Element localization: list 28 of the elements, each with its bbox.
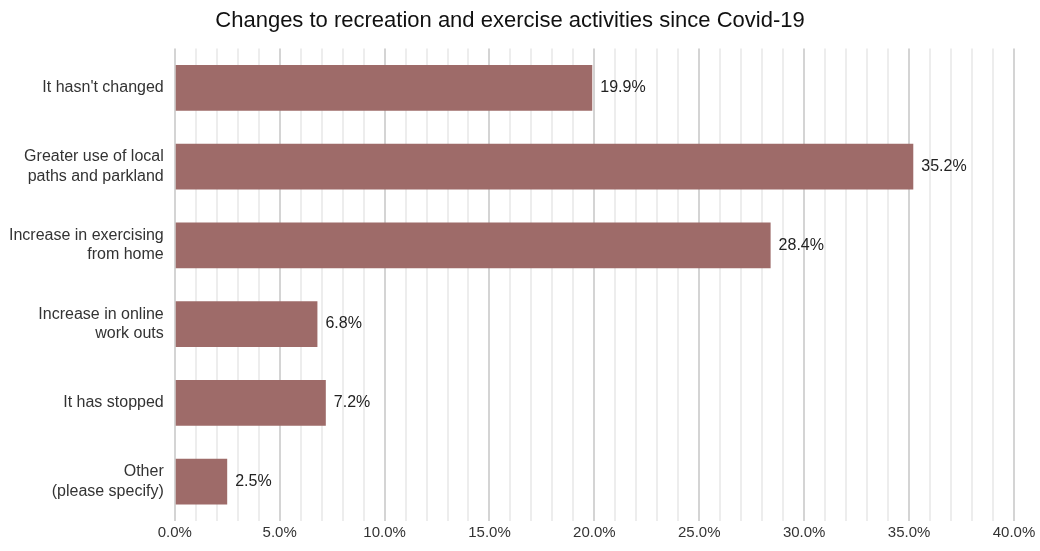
bar	[175, 301, 318, 347]
data-label: 19.9%	[600, 78, 646, 96]
x-tick-label: 40.0%	[992, 523, 1036, 541]
y-tick-label: Increase in online work outs	[38, 304, 164, 342]
y-tick-label: It hasn't changed	[42, 78, 164, 96]
data-label: 7.2%	[333, 393, 371, 411]
bar	[175, 458, 228, 505]
data-label: 28.4%	[778, 235, 824, 253]
x-tick-label: 10.0%	[363, 523, 406, 541]
x-tick-label: 0.0%	[157, 523, 192, 541]
chart-title: Changes to recreation and exercise activities since Covid-19	[215, 7, 805, 33]
y-tick-label: Other (please specify)	[51, 462, 165, 499]
data-label: 2.5%	[235, 472, 272, 490]
y-tick-label: Increase in exercising from home	[8, 226, 164, 263]
x-tick-label: 35.0%	[887, 523, 931, 541]
bar	[175, 64, 593, 111]
bar	[175, 143, 914, 190]
x-tick-label: 25.0%	[678, 523, 721, 541]
x-tick-label: 20.0%	[573, 523, 616, 541]
x-tick-label: 5.0%	[262, 523, 297, 541]
bar	[175, 222, 771, 269]
y-tick-label: Greater use of local paths and parkland	[24, 147, 164, 184]
data-label: 35.2%	[921, 156, 967, 174]
x-tick-label: 30.0%	[782, 523, 826, 541]
x-tick-label: 15.0%	[468, 523, 511, 541]
y-tick-label: It has stopped	[63, 393, 164, 411]
bar	[175, 380, 326, 426]
data-label: 6.8%	[325, 314, 362, 332]
